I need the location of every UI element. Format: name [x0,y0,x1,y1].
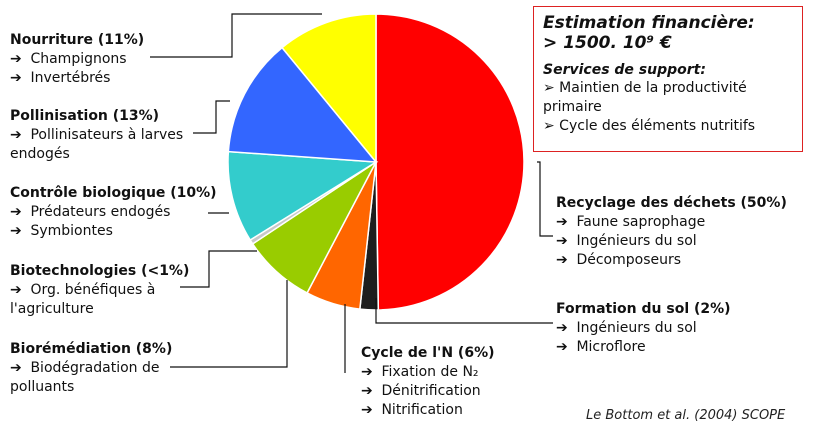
leader-line-4 [170,280,288,368]
leader-line-3 [180,250,257,288]
arrow-icon: ➔ [556,320,568,336]
leader-line-7 [375,298,553,324]
label-formation-sol: Formation du sol (2%) ➔ Ingénieurs du so… [556,300,731,357]
label-biotech-title: Biotechnologies (<1%) [10,263,190,279]
arrow-icon: ➔ [10,223,22,239]
arrow-icon: ➔ [10,204,22,220]
label-controle-title: Contrôle biologique (10%) [10,185,217,201]
label-bioremediation: Biorémédiation (8%) ➔ Biodégradation de … [10,340,185,397]
arrow-icon: ➔ [10,127,22,143]
arrow-icon: ➔ [10,282,22,298]
box-subheading: Services de support: [543,62,706,78]
label-formation-item: ➔ Microflore [556,339,646,355]
label-cycle-item: ➔ Dénitrification [361,383,481,399]
label-biotechnologies: Biotechnologies (<1%) ➔ Org. bénéfiques … [10,262,195,319]
pie-slice-6 [227,46,378,163]
label-recyclage-item: ➔ Décomposeurs [556,252,682,268]
pie-slice-5 [227,150,379,242]
box-bullet: ➢ Cycle des éléments nutritifs [543,118,756,134]
box-heading-2: > 1500. 10⁹ € [543,33,672,53]
label-nourriture-item: ➔ Champignons [10,51,127,67]
label-nourriture: Nourriture (11%) ➔ Champignons ➔ Inverté… [10,31,144,88]
label-formation-title: Formation du sol (2%) [556,301,731,317]
label-recyclage-item: ➔ Ingénieurs du sol [556,233,697,249]
label-bioremediation-item: ➔ Biodégradation de polluants [10,360,160,395]
label-pollinisation-title: Pollinisation (13%) [10,108,160,124]
label-controle-item: ➔ Symbiontes [10,223,113,239]
label-recyclage: Recyclage des déchets (50%) ➔ Faune sapr… [556,194,787,270]
label-cycle-item: ➔ Nitrification [361,402,463,418]
label-cycle-azote: Cycle de l'N (6%) ➔ Fixation de N₂ ➔ Dén… [361,344,495,420]
arrow-icon: ➔ [10,360,22,376]
box-heading-1: Estimation financière: [543,13,755,33]
arrow-icon: ➔ [556,214,568,230]
label-nourriture-title: Nourriture (11%) [10,32,145,48]
arrow-icon: ➔ [361,364,373,380]
label-recyclage-title: Recyclage des déchets (50%) [556,195,787,211]
label-biotech-item: ➔ Org. bénéfiques à l'agriculture [10,282,156,317]
label-nourriture-item: ➔ Invertébrés [10,70,111,86]
arrow-icon: ➔ [556,339,568,355]
label-cycle-item: ➔ Fixation de N₂ [361,364,479,380]
financial-estimate-box: Estimation financière: > 1500. 10⁹ € Ser… [533,6,803,152]
arrow-icon: ➔ [556,233,568,249]
leader-line-0 [150,13,322,58]
arrow-icon: ➔ [10,51,22,67]
label-controle-item: ➔ Prédateurs endogés [10,204,171,220]
label-bioremediation-title: Biorémédiation (8%) [10,341,173,357]
label-cycle-title: Cycle de l'N (6%) [361,345,495,361]
label-pollinisation-item: ➔ Pollinisateurs à larves endogés [10,127,184,162]
arrow-icon: ➔ [10,70,22,86]
source-citation: Le Bottom et al. (2004) SCOPE [586,408,786,423]
leader-line-6 [537,161,553,237]
leader-line-1 [193,100,230,134]
box-bullet: ➢ Maintien de la productivité primaire [543,80,747,115]
arrow-icon: ➔ [556,252,568,268]
arrow-icon: ➔ [361,402,373,418]
arrow-icon: ➔ [361,383,373,399]
label-formation-item: ➔ Ingénieurs du sol [556,320,697,336]
pie-slice-7 [280,13,377,165]
pie-slice-0 [375,13,525,311]
label-pollinisation: Pollinisation (13%) ➔ Pollinisateurs à l… [10,107,190,164]
label-controle-biologique: Contrôle biologique (10%) ➔ Prédateurs e… [10,184,217,241]
label-recyclage-item: ➔ Faune saprophage [556,214,706,230]
